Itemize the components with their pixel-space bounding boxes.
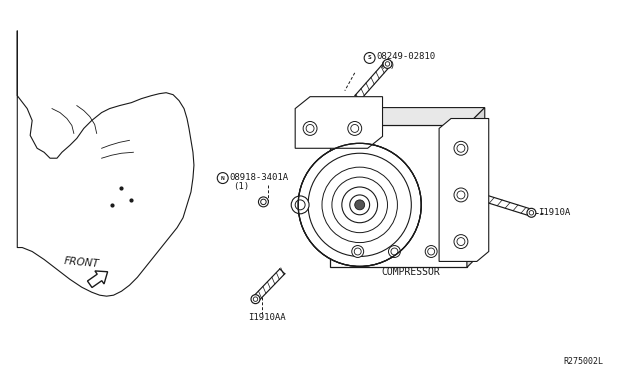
- Text: 08918-3401A: 08918-3401A: [230, 173, 289, 182]
- Text: FRONT: FRONT: [64, 256, 100, 269]
- Text: (1): (1): [233, 183, 249, 192]
- Text: I1910A: I1910A: [538, 208, 571, 217]
- Circle shape: [454, 235, 468, 248]
- Circle shape: [383, 60, 392, 68]
- Circle shape: [454, 188, 468, 202]
- Text: S: S: [368, 55, 371, 61]
- Polygon shape: [88, 271, 108, 288]
- Circle shape: [454, 141, 468, 155]
- Text: COMPRESSOR: COMPRESSOR: [381, 267, 440, 278]
- Polygon shape: [330, 125, 467, 267]
- Circle shape: [322, 167, 397, 243]
- Polygon shape: [295, 97, 383, 148]
- Circle shape: [425, 246, 437, 257]
- Text: R275002L: R275002L: [563, 357, 603, 366]
- Circle shape: [348, 122, 362, 135]
- Polygon shape: [439, 119, 489, 262]
- Circle shape: [527, 208, 536, 217]
- Circle shape: [298, 143, 421, 266]
- Text: (1): (1): [380, 61, 396, 70]
- Circle shape: [342, 187, 378, 223]
- Circle shape: [308, 153, 412, 256]
- Text: 08249-02810: 08249-02810: [376, 52, 436, 61]
- Polygon shape: [17, 31, 194, 296]
- Circle shape: [355, 200, 365, 210]
- Circle shape: [388, 246, 401, 257]
- Polygon shape: [467, 108, 484, 267]
- Circle shape: [332, 177, 387, 232]
- Circle shape: [350, 195, 370, 215]
- Text: I1910AA: I1910AA: [248, 312, 286, 321]
- Circle shape: [303, 122, 317, 135]
- Circle shape: [322, 167, 397, 243]
- Text: N: N: [221, 176, 225, 180]
- Circle shape: [352, 246, 364, 257]
- Circle shape: [251, 295, 260, 304]
- Polygon shape: [330, 108, 484, 125]
- Circle shape: [259, 197, 268, 207]
- Circle shape: [291, 196, 309, 214]
